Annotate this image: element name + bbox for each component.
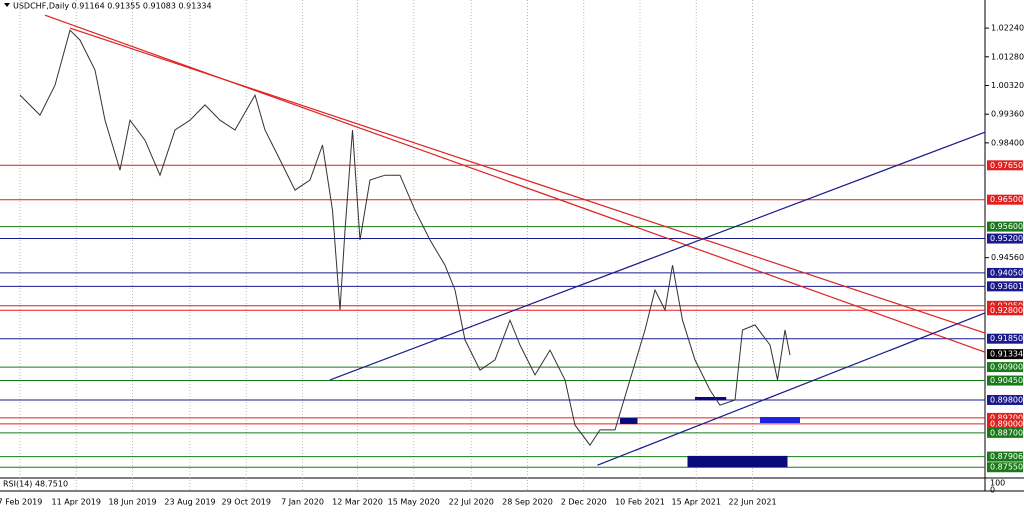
level-label: 0.91850 [990, 334, 1023, 343]
x-tick-label: 7 Jan 2020 [281, 498, 324, 507]
level-label-box [987, 362, 1023, 373]
y-tick-label: 1.01280 [991, 52, 1024, 61]
level-label: 0.96500 [990, 195, 1023, 204]
x-tick-label: 10 Feb 2021 [615, 498, 665, 507]
level-label-box [987, 221, 1023, 232]
level-label-box [987, 160, 1023, 171]
rsi-axis-label: 100 [990, 479, 1005, 488]
zone [760, 417, 800, 423]
x-tick-label: 2 Dec 2020 [561, 498, 607, 507]
level-label-box [987, 375, 1023, 386]
x-tick-label: 15 Apr 2021 [672, 498, 721, 507]
trend-line [69, 27, 986, 334]
level-label: 0.89000 [990, 419, 1023, 428]
x-tick-label: 29 Oct 2019 [222, 498, 271, 507]
trend-line [597, 312, 986, 466]
x-tick-label: 11 Apr 2019 [52, 498, 101, 507]
level-label: 0.97650 [990, 161, 1023, 170]
current-price-label: 0.91334 [990, 350, 1023, 359]
level-label-box [987, 427, 1023, 438]
level-label: 0.89200 [990, 413, 1023, 422]
level-label: 0.90900 [990, 363, 1023, 372]
level-label: 0.93601 [990, 282, 1023, 291]
level-label-box [987, 233, 1023, 244]
rsi-axis-label: 0 [990, 486, 995, 495]
y-tick-label: 0.99360 [991, 110, 1024, 119]
x-tick-label: 22 Jul 2020 [449, 498, 494, 507]
x-tick-label: 7 Feb 2019 [0, 498, 42, 507]
x-tick-label: 18 Jun 2019 [108, 498, 156, 507]
level-label-box [987, 412, 1023, 423]
level-label: 0.92800 [990, 306, 1023, 315]
level-label-box [987, 451, 1023, 462]
x-tick-label: 22 Jun 2021 [728, 498, 776, 507]
zone [695, 396, 727, 400]
level-label: 0.87906 [990, 452, 1023, 461]
level-label-box [987, 333, 1023, 344]
level-label-box [987, 194, 1023, 205]
level-label: 0.95600 [990, 222, 1023, 231]
level-label-box [987, 305, 1023, 316]
y-tick-label: 0.98400 [991, 138, 1024, 147]
x-tick-label: 12 Mar 2020 [332, 498, 383, 507]
trend-line [329, 131, 986, 381]
level-label: 0.95200 [990, 234, 1023, 243]
level-label-box [987, 267, 1023, 278]
level-label: 0.88700 [990, 428, 1023, 437]
level-label: 0.90450 [990, 376, 1023, 385]
x-tick-label: 28 Sep 2020 [502, 498, 553, 507]
level-label-box [987, 462, 1023, 473]
level-label: 0.87550 [990, 463, 1023, 472]
price-line [19, 29, 791, 446]
level-label-box [987, 418, 1023, 429]
y-tick-label: 1.00320 [991, 81, 1024, 90]
current-price-box [987, 349, 1023, 360]
zone [620, 417, 638, 424]
level-label: 0.89800 [990, 395, 1023, 404]
y-tick-label: 0.94560 [991, 253, 1024, 262]
y-tick-label: 1.02240 [991, 24, 1024, 33]
level-label: 0.94050 [990, 268, 1023, 277]
zone [687, 455, 788, 468]
menu-arrow [4, 3, 10, 7]
rsi-label: RSI(14) 48.7510 [3, 480, 68, 489]
x-tick-label: 15 May 2020 [388, 498, 440, 507]
level-label-box [987, 394, 1023, 405]
chart-title: USDCHF,Daily 0.91164 0.91355 0.91083 0.9… [13, 2, 212, 11]
level-label-box [987, 281, 1023, 292]
x-tick-label: 23 Aug 2019 [164, 498, 215, 507]
